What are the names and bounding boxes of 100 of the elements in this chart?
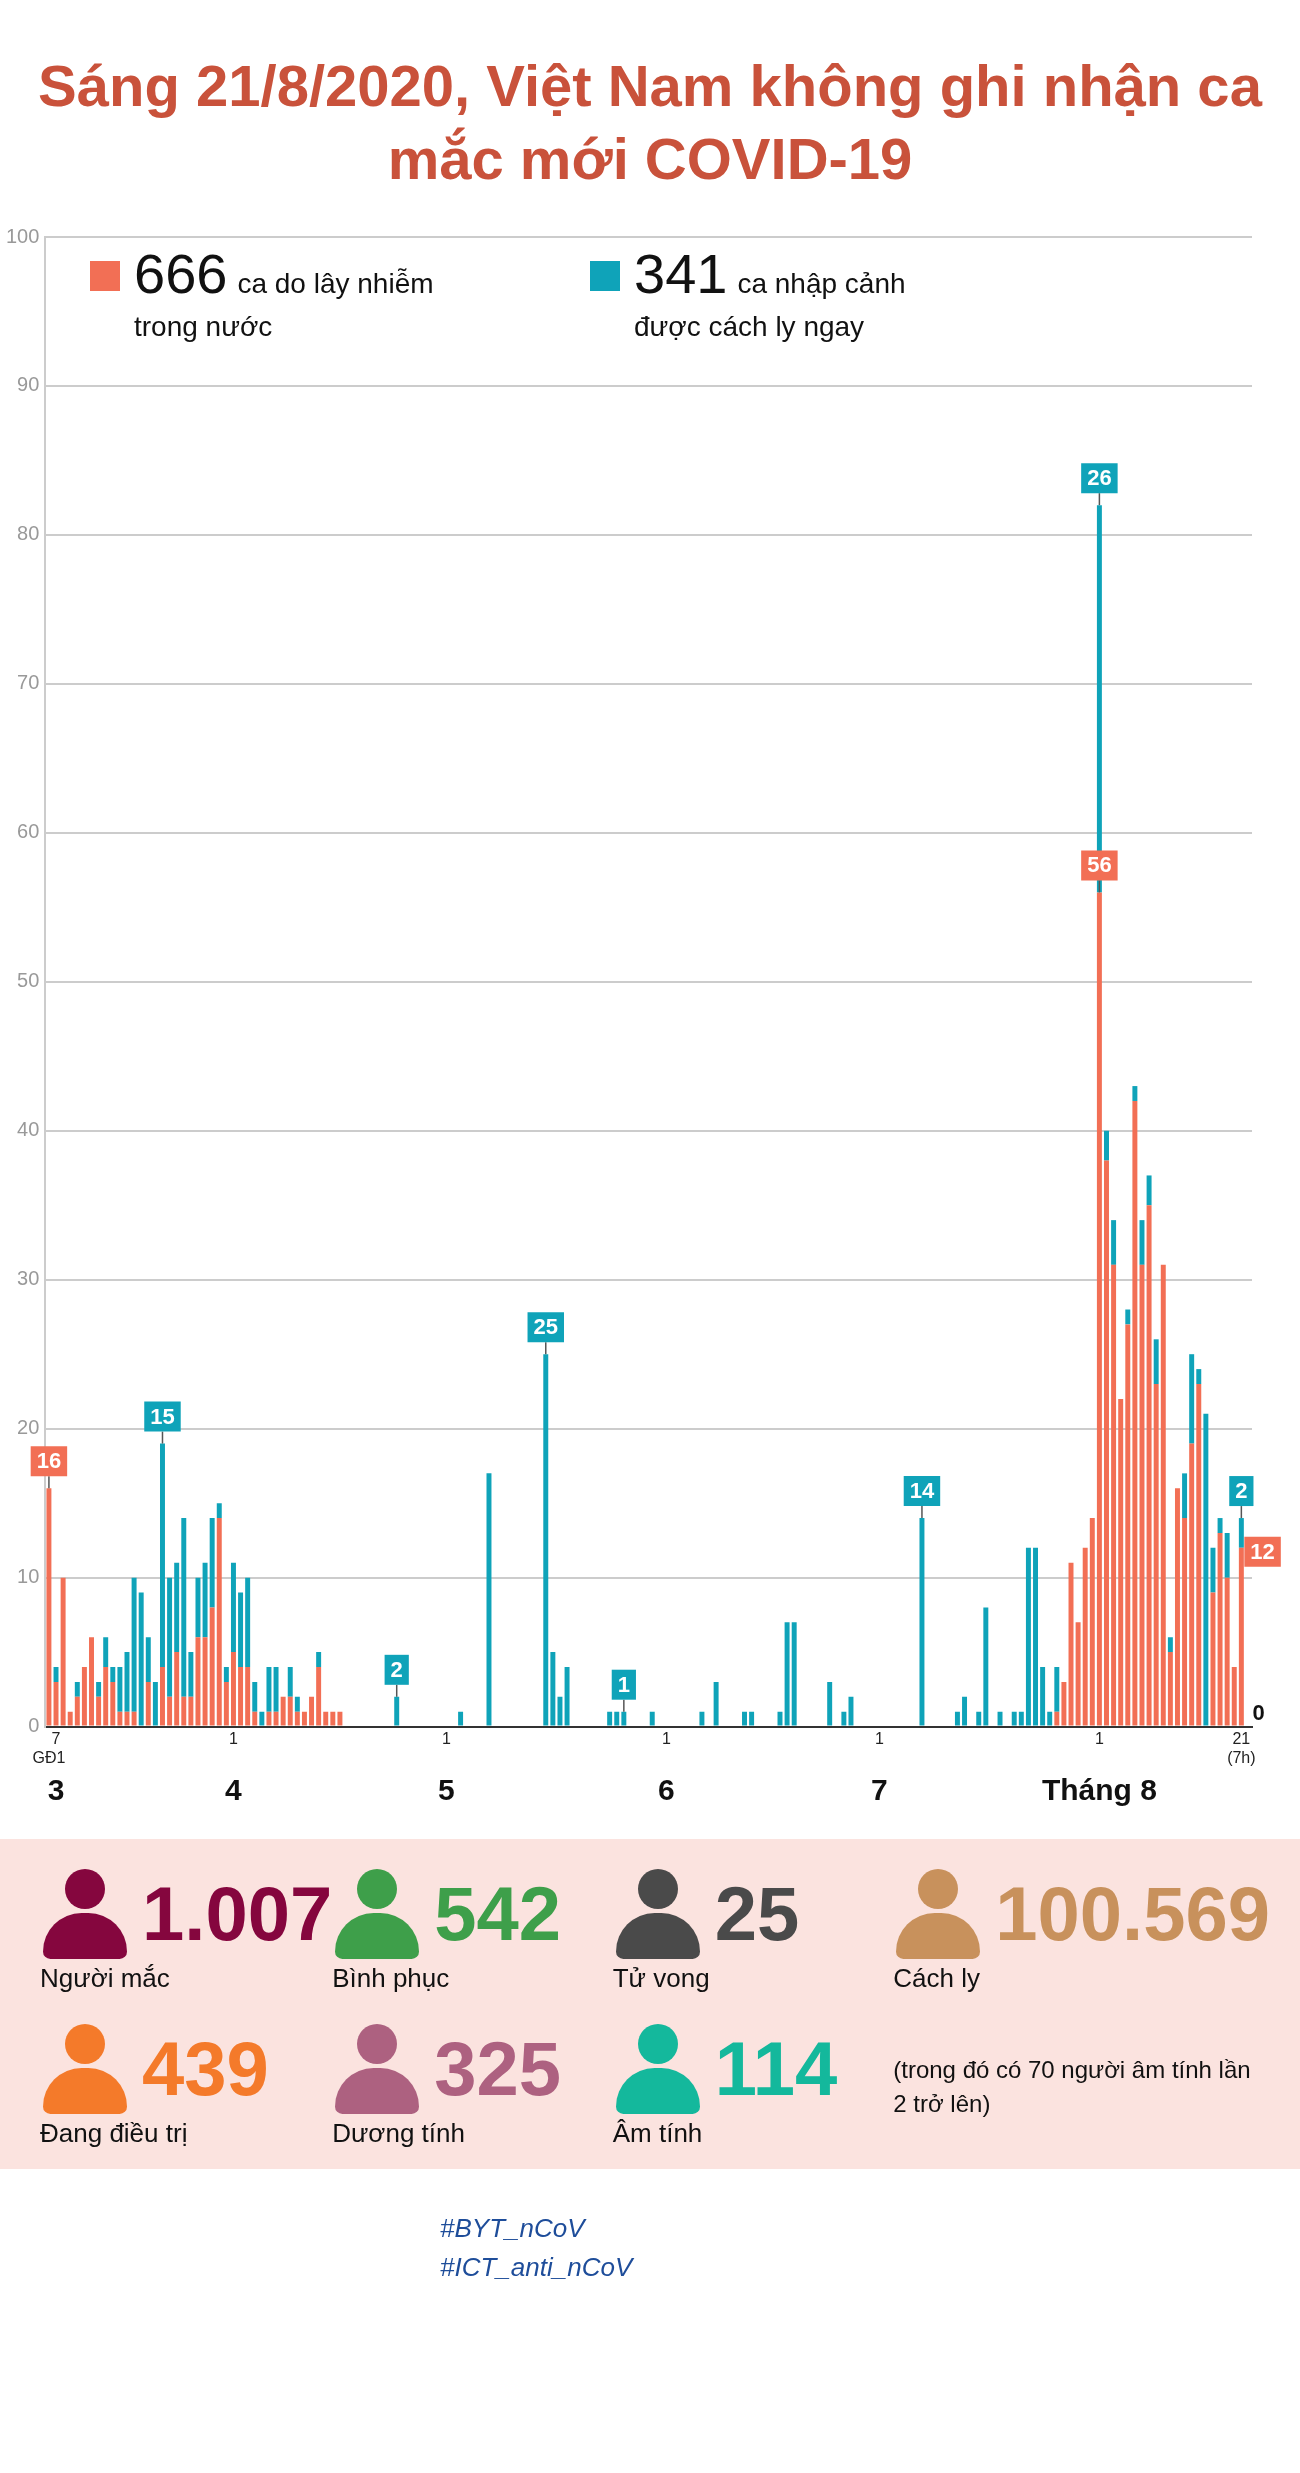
- bar: [53, 1667, 59, 1682]
- text: 439: [142, 2026, 270, 2111]
- text: 25: [714, 1871, 801, 1956]
- bar: [564, 1667, 570, 1726]
- bar: [976, 1711, 982, 1726]
- bar: [1167, 1637, 1173, 1653]
- bar: [827, 1681, 833, 1726]
- bar: [167, 1696, 173, 1726]
- bar: [259, 1711, 265, 1726]
- bar: [607, 1711, 613, 1726]
- bar: [294, 1711, 300, 1726]
- bar: [230, 1562, 236, 1653]
- x-tick-label: 7: [51, 1729, 61, 1747]
- bar: [1196, 1383, 1202, 1726]
- bar: [74, 1681, 80, 1697]
- bar: [181, 1696, 187, 1726]
- bar: [1054, 1667, 1060, 1712]
- bar: [245, 1667, 251, 1726]
- bar: [174, 1652, 180, 1726]
- bar: [1125, 1309, 1131, 1325]
- bar: [557, 1696, 563, 1726]
- bar: [1096, 892, 1102, 1726]
- bar: [1061, 1681, 1067, 1726]
- bar: [216, 1503, 222, 1519]
- bar: [1160, 1264, 1166, 1726]
- data-label: 26: [1087, 465, 1112, 491]
- data-label: 56: [1087, 852, 1112, 878]
- bar: [1167, 1652, 1173, 1726]
- bar: [110, 1667, 116, 1682]
- data-label: 0: [1252, 1699, 1265, 1725]
- bar: [1238, 1518, 1244, 1548]
- bar: [188, 1652, 194, 1697]
- bar: [791, 1622, 797, 1726]
- chart-title: Sáng 21/8/2020, Việt Nam không ghi nhận ca mắc mới COVID-19: [37, 52, 1264, 193]
- bar: [1146, 1205, 1152, 1726]
- bar: [543, 1354, 549, 1726]
- bar: [223, 1667, 229, 1682]
- bar: [167, 1577, 173, 1697]
- text: 114: [714, 2026, 839, 2111]
- bar: [742, 1711, 747, 1726]
- bar: [649, 1711, 655, 1726]
- y-tick-label: 10: [17, 1565, 40, 1588]
- text: Người mắc: [40, 1963, 171, 1994]
- bar: [195, 1577, 201, 1638]
- bar: [919, 1518, 925, 1726]
- bar: [1139, 1220, 1145, 1265]
- text: Cách ly: [893, 1963, 981, 1994]
- bar: [848, 1696, 854, 1726]
- bar: [110, 1681, 116, 1726]
- bar: [1054, 1711, 1060, 1726]
- bar: [309, 1696, 315, 1726]
- bar: [954, 1711, 960, 1726]
- bar: [181, 1518, 187, 1697]
- bar: [202, 1562, 208, 1638]
- bar: [145, 1637, 151, 1682]
- x-tick-label: 1: [441, 1729, 451, 1747]
- bar: [1224, 1577, 1230, 1726]
- bar: [1210, 1592, 1216, 1726]
- bar: [174, 1562, 180, 1653]
- text: Dương tính: [332, 2118, 466, 2149]
- bar: [209, 1518, 215, 1608]
- bar: [1132, 1086, 1138, 1101]
- bar: [1111, 1264, 1117, 1726]
- data-label: 1: [617, 1671, 630, 1697]
- text: #ICT_anti_nCoV: [440, 2251, 635, 2284]
- legend-label: 341 ca nhập cảnh được cách ly ngay: [634, 241, 907, 344]
- bar: [1040, 1667, 1046, 1726]
- bar: [997, 1711, 1003, 1726]
- bar: [323, 1711, 329, 1726]
- bar: [103, 1667, 109, 1726]
- bar: [983, 1607, 989, 1726]
- bar: [1196, 1369, 1202, 1384]
- bar: [245, 1577, 251, 1668]
- bar: [1018, 1711, 1024, 1726]
- data-label: 16: [36, 1448, 62, 1474]
- text: Đang điều trị: [40, 2118, 189, 2149]
- y-tick-label: 70: [17, 671, 40, 694]
- text: 3: [47, 1773, 65, 1807]
- bar: [337, 1711, 343, 1726]
- bar: [316, 1652, 322, 1668]
- bar: [266, 1667, 272, 1712]
- bar: [81, 1667, 87, 1726]
- bar: [1182, 1518, 1188, 1726]
- data-label: 12: [1250, 1538, 1275, 1564]
- bar: [1146, 1175, 1152, 1206]
- bar: [699, 1711, 705, 1726]
- bar: [1153, 1339, 1159, 1384]
- bar: [330, 1711, 336, 1726]
- bar: [60, 1577, 66, 1726]
- x-tick-label: 1: [661, 1729, 671, 1747]
- y-tick-label: 80: [17, 522, 40, 545]
- bar: [1139, 1264, 1145, 1726]
- bar: [1217, 1518, 1223, 1533]
- bar: [252, 1711, 258, 1726]
- bar: [394, 1696, 400, 1726]
- bar: [160, 1443, 165, 1668]
- bar: [1075, 1622, 1081, 1726]
- bar: [117, 1667, 123, 1712]
- bar: [550, 1652, 556, 1726]
- x-tick-label: 1: [874, 1729, 884, 1747]
